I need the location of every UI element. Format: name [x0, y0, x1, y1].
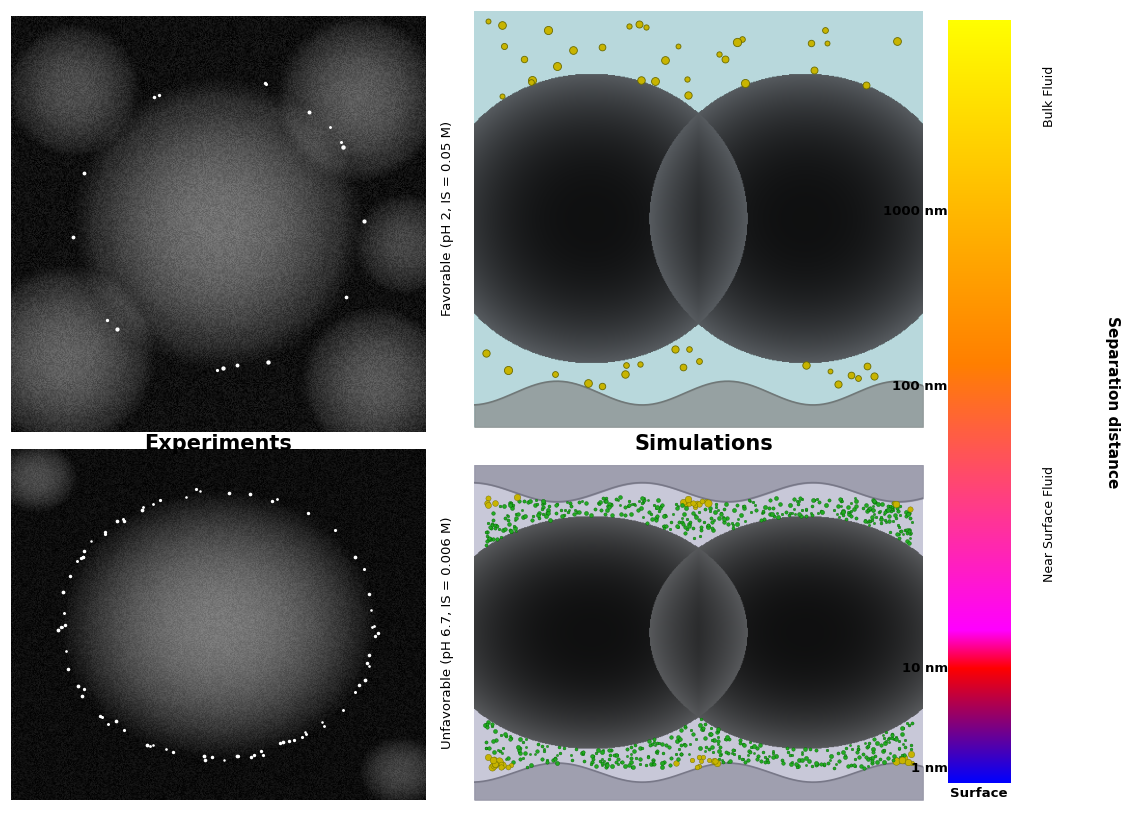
Text: 10 nm: 10 nm	[901, 663, 948, 676]
Text: Surface: Surface	[950, 787, 1008, 800]
Text: Bulk Fluid: Bulk Fluid	[1043, 66, 1057, 127]
Text: 100 nm: 100 nm	[892, 380, 948, 393]
Text: 1000 nm: 1000 nm	[883, 205, 948, 218]
Text: Near Surface Fluid: Near Surface Fluid	[1043, 466, 1057, 582]
Text: Separation distance: Separation distance	[1104, 316, 1120, 488]
Text: Favorable (pH 2, IS = 0.05 M): Favorable (pH 2, IS = 0.05 M)	[440, 121, 454, 317]
Text: Simulations: Simulations	[634, 434, 773, 454]
Text: Experiments: Experiments	[144, 434, 293, 454]
Text: 1 nm: 1 nm	[911, 761, 948, 774]
Text: Unfavorable (pH 6.7, IS = 0.006 M): Unfavorable (pH 6.7, IS = 0.006 M)	[440, 517, 454, 748]
